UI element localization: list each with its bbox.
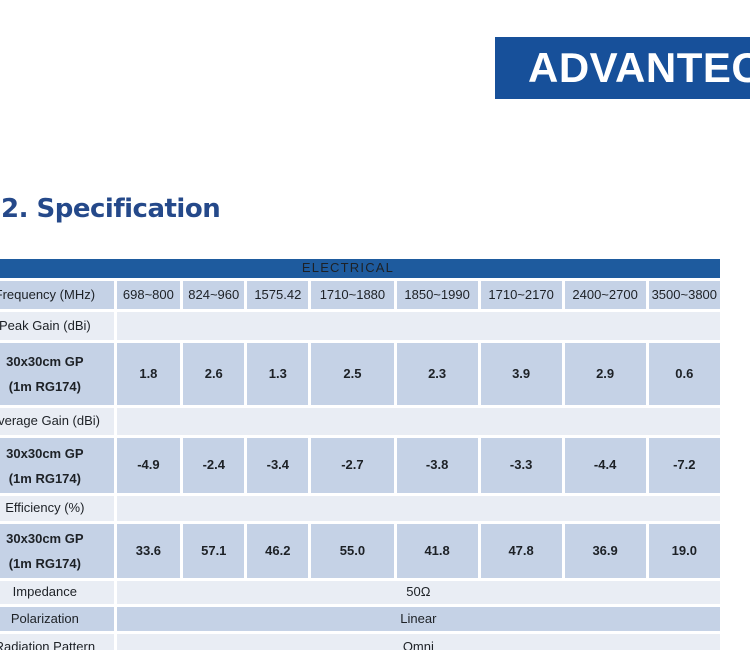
value-cell-1: 2.6 xyxy=(183,343,245,405)
electrical-section-title: ELECTRICAL xyxy=(0,259,720,278)
page-heading: 2. Specification xyxy=(1,194,221,224)
merged-value-cell: Omni xyxy=(116,634,720,650)
row-label: 30x30cm GP (1m RG174) xyxy=(0,438,114,493)
value-cell-1: -2.4 xyxy=(183,438,245,493)
value-cell-0: -4.9 xyxy=(116,438,181,493)
row-label-line: 30x30cm GP xyxy=(6,531,84,546)
table-row-8: Radiation Pattern Omni xyxy=(0,634,720,650)
row-label-line: 30x30cm GP xyxy=(6,354,84,369)
empty-cell xyxy=(116,312,720,340)
table-row-2: Average Gain (dBi) xyxy=(0,408,720,435)
row-label-line: (1m RG174) xyxy=(8,556,81,571)
value-cell-4: -3.8 xyxy=(396,438,478,493)
row-label: Peak Gain (dBi) xyxy=(0,312,114,340)
value-cell-7: 0.6 xyxy=(648,343,720,405)
value-cell-2: -3.4 xyxy=(247,438,309,493)
frequency-col-header-6: 2400~2700 xyxy=(564,281,646,309)
row-label: Impedance xyxy=(0,581,114,604)
row-label-line: 30x30cm GP xyxy=(6,445,84,461)
frequency-col-header-7: 3500~3800 xyxy=(648,281,720,309)
row-label-line: (1m RG174) xyxy=(8,470,81,486)
table-row-7: Polarization Linear xyxy=(0,607,720,631)
frequency-row-label: Frequency (MHz) xyxy=(0,281,114,309)
value-cell-3: 55.0 xyxy=(311,524,394,578)
value-cell-5: -3.3 xyxy=(480,438,562,493)
value-cell-1: 57.1 xyxy=(183,524,245,578)
row-label: 30x30cm GP (1m RG174) xyxy=(0,524,114,578)
merged-value-cell: 50Ω xyxy=(116,581,720,604)
table-row-3: 30x30cm GP (1m RG174) -4.9 -2.4 -3.4 -2.7 -3.8… xyxy=(0,438,720,493)
empty-cell xyxy=(116,408,720,435)
value-cell-4: 2.3 xyxy=(396,343,478,405)
value-cell-6: 36.9 xyxy=(564,524,646,578)
row-label-line: (1m RG174) xyxy=(8,379,81,394)
row-label: Radiation Pattern xyxy=(0,634,114,650)
frequency-col-header-0: 698~800 xyxy=(116,281,181,309)
value-cell-5: 47.8 xyxy=(480,524,562,578)
advantech-logo-text: ADVANTECH xyxy=(528,44,750,91)
value-cell-3: 2.5 xyxy=(311,343,394,405)
empty-cell xyxy=(116,496,720,521)
frequency-row: Frequency (MHz) 698~800 824~960 1575.42 1710… xyxy=(0,281,720,309)
table-row-0: Peak Gain (dBi) xyxy=(0,312,720,340)
row-label: 30x30cm GP (1m RG174) xyxy=(0,343,114,405)
frequency-col-header-1: 824~960 xyxy=(183,281,245,309)
value-cell-0: 1.8 xyxy=(116,343,181,405)
frequency-col-header-3: 1710~1880 xyxy=(311,281,394,309)
electrical-header-row: ELECTRICAL xyxy=(0,259,720,278)
spec-table: ELECTRICAL Frequency (MHz) 698~800 824~960 1… xyxy=(0,256,723,650)
frequency-col-header-4: 1850~1990 xyxy=(396,281,478,309)
merged-value-cell: Linear xyxy=(116,607,720,631)
value-cell-3: -2.7 xyxy=(311,438,394,493)
row-label: Average Gain (dBi) xyxy=(0,408,114,435)
row-label: Efficiency (%) xyxy=(0,496,114,521)
table-row-5: 30x30cm GP (1m RG174) 33.6 57.1 46.2 55.0 41.8… xyxy=(0,524,720,578)
frequency-col-header-5: 1710~2170 xyxy=(480,281,562,309)
value-cell-6: 2.9 xyxy=(564,343,646,405)
table-row-4: Efficiency (%) xyxy=(0,496,720,521)
value-cell-2: 1.3 xyxy=(247,343,309,405)
value-cell-0: 33.6 xyxy=(116,524,181,578)
value-cell-7: 19.0 xyxy=(648,524,720,578)
value-cell-5: 3.9 xyxy=(480,343,562,405)
row-label: Polarization xyxy=(0,607,114,631)
advantech-logo: ADVANTECH xyxy=(495,37,750,99)
value-cell-2: 46.2 xyxy=(247,524,309,578)
value-cell-7: -7.2 xyxy=(648,438,720,493)
frequency-col-header-2: 1575.42 xyxy=(247,281,309,309)
value-cell-6: -4.4 xyxy=(564,438,646,493)
table-row-1: 30x30cm GP (1m RG174) 1.8 2.6 1.3 2.5 2.3 3.9 2.… xyxy=(0,343,720,405)
value-cell-4: 41.8 xyxy=(396,524,478,578)
table-row-6: Impedance 50Ω xyxy=(0,581,720,604)
